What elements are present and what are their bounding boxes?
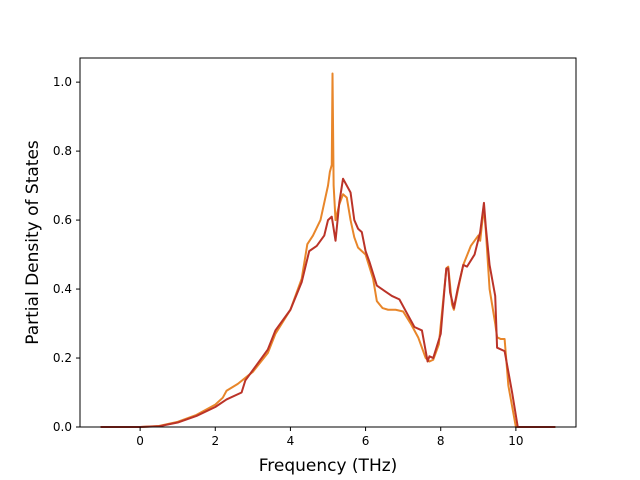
series-layer [100, 72, 556, 428]
y-axis-ticks: 0.0 0.2 0.4 0.6 0.8 1.0 [53, 75, 80, 434]
y-axis-label: Partial Density of States [23, 140, 43, 345]
x-tick-label: 2 [211, 434, 219, 448]
plot-frame [79, 57, 577, 428]
y-tick-label: 1.0 [53, 75, 72, 89]
x-axis-label: Frequency (THz) [259, 456, 398, 476]
y-tick-label: 0.8 [53, 144, 72, 158]
x-axis-ticks: 0 2 4 6 8 10 [136, 427, 524, 448]
series-line-2 [100, 177, 556, 428]
y-tick-label: 0.2 [53, 351, 72, 365]
y-tick-label: 0.4 [53, 282, 72, 296]
y-tick-label: 0.0 [53, 420, 72, 434]
x-tick-label: 8 [437, 434, 445, 448]
x-tick-label: 4 [287, 434, 295, 448]
x-tick-label: 0 [136, 434, 144, 448]
x-tick-label: 6 [362, 434, 370, 448]
y-tick-label: 0.6 [53, 213, 72, 227]
x-tick-label: 10 [508, 434, 523, 448]
